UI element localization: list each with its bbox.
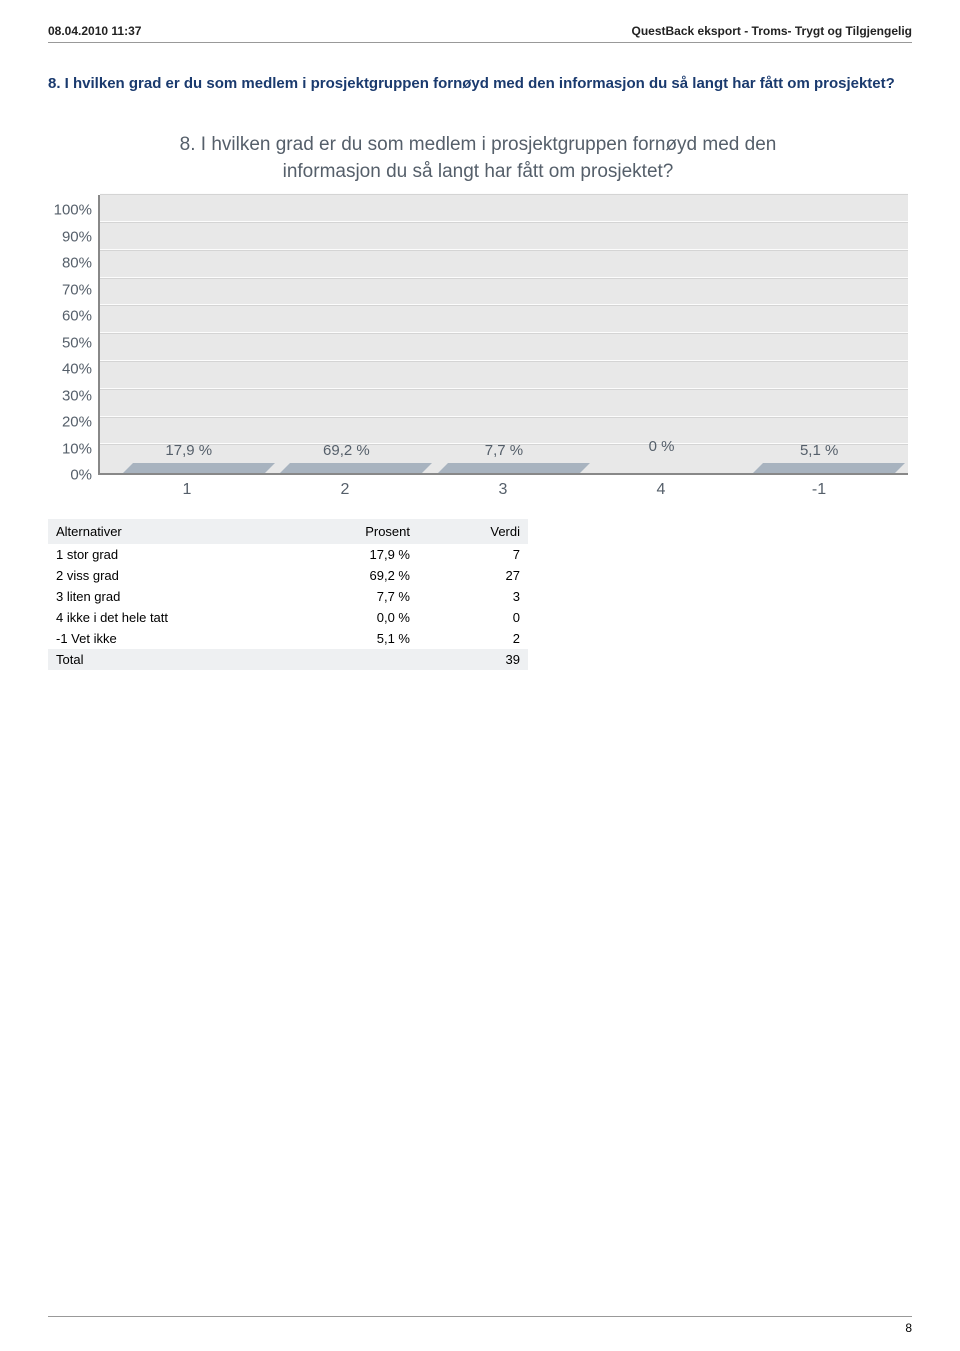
- y-axis: 100% 90% 80% 70% 60% 50% 40% 30% 20% 10%…: [48, 195, 98, 475]
- cell-label: 4 ikke i det hele tatt: [48, 607, 308, 628]
- table-total-row: Total 39: [48, 649, 528, 670]
- col-verdi: Verdi: [418, 519, 528, 544]
- table-row: 2 viss grad 69,2 % 27: [48, 565, 528, 586]
- results-table: Alternativer Prosent Verdi 1 stor grad 1…: [48, 519, 528, 670]
- cell-pct: 5,1 %: [308, 628, 418, 649]
- ytick: 70%: [48, 282, 92, 297]
- ytick: 50%: [48, 335, 92, 350]
- cell-pct: 7,7 %: [308, 586, 418, 607]
- chart-title-line1: 8. I hvilken grad er du som medlem i pro…: [180, 134, 777, 155]
- page: 08.04.2010 11:37 QuestBack eksport - Tro…: [0, 0, 960, 1351]
- col-alternativer: Alternativer: [48, 519, 308, 544]
- plot-area: 17,9 % 69,2 % 7,7 % 0 % 5,1 %: [98, 195, 908, 475]
- bar-value-label: 17,9 %: [165, 442, 212, 459]
- xtick: -1: [748, 481, 890, 499]
- ytick: 60%: [48, 309, 92, 324]
- cell-val: 7: [418, 544, 528, 565]
- table-header-row: Alternativer Prosent Verdi: [48, 519, 528, 544]
- ytick: 20%: [48, 415, 92, 430]
- plot-wrap: 100% 90% 80% 70% 60% 50% 40% 30% 20% 10%…: [48, 195, 908, 475]
- chart-title-line2: informasjon du så langt har fått om pros…: [283, 161, 674, 182]
- bars-group: 17,9 % 69,2 % 7,7 % 0 % 5,1 %: [100, 195, 908, 473]
- header-export-label: QuestBack eksport - Troms- Trygt og Tilg…: [632, 24, 913, 38]
- bar-top-face: [438, 463, 590, 473]
- ytick: 40%: [48, 362, 92, 377]
- table-row: 4 ikke i det hele tatt 0,0 % 0: [48, 607, 528, 628]
- bar-value-label: 7,7 %: [485, 442, 523, 459]
- cell-total-val: 39: [418, 649, 528, 670]
- page-number: 8: [48, 1316, 912, 1335]
- page-header: 08.04.2010 11:37 QuestBack eksport - Tro…: [48, 24, 912, 43]
- cell-label: 1 stor grad: [48, 544, 308, 565]
- bar-chart: 8. I hvilken grad er du som medlem i pro…: [48, 132, 908, 499]
- cell-val: 27: [418, 565, 528, 586]
- bar-top-face: [123, 463, 275, 473]
- cell-total-pct: [308, 649, 418, 670]
- cell-val: 3: [418, 586, 528, 607]
- xtick: 2: [274, 481, 416, 499]
- cell-label: -1 Vet ikke: [48, 628, 308, 649]
- cell-pct: 69,2 %: [308, 565, 418, 586]
- bar-top-face: [753, 463, 905, 473]
- cell-label: 3 liten grad: [48, 586, 308, 607]
- table-row: 1 stor grad 17,9 % 7: [48, 544, 528, 565]
- table-row: -1 Vet ikke 5,1 % 2: [48, 628, 528, 649]
- cell-val: 0: [418, 607, 528, 628]
- xtick: 1: [116, 481, 258, 499]
- ytick: 30%: [48, 388, 92, 403]
- chart-title: 8. I hvilken grad er du som medlem i pro…: [48, 132, 908, 185]
- ytick: 80%: [48, 256, 92, 271]
- cell-val: 2: [418, 628, 528, 649]
- xtick: 3: [432, 481, 574, 499]
- cell-total-label: Total: [48, 649, 308, 670]
- cell-pct: 0,0 %: [308, 607, 418, 628]
- x-axis: 1 2 3 4 -1: [98, 475, 908, 499]
- bar-value-label: 0 %: [649, 438, 675, 455]
- cell-pct: 17,9 %: [308, 544, 418, 565]
- bar-value-label: 69,2 %: [323, 442, 370, 459]
- cell-label: 2 viss grad: [48, 565, 308, 586]
- header-timestamp: 08.04.2010 11:37: [48, 24, 141, 38]
- question-title: 8. I hvilken grad er du som medlem i pro…: [48, 75, 912, 92]
- xtick: 4: [590, 481, 732, 499]
- ytick: 90%: [48, 229, 92, 244]
- bar-top-face: [280, 463, 432, 473]
- ytick: 0%: [48, 468, 92, 483]
- ytick: 100%: [48, 203, 92, 218]
- ytick: 10%: [48, 441, 92, 456]
- bar-value-label: 5,1 %: [800, 442, 838, 459]
- table-row: 3 liten grad 7,7 % 3: [48, 586, 528, 607]
- col-prosent: Prosent: [308, 519, 418, 544]
